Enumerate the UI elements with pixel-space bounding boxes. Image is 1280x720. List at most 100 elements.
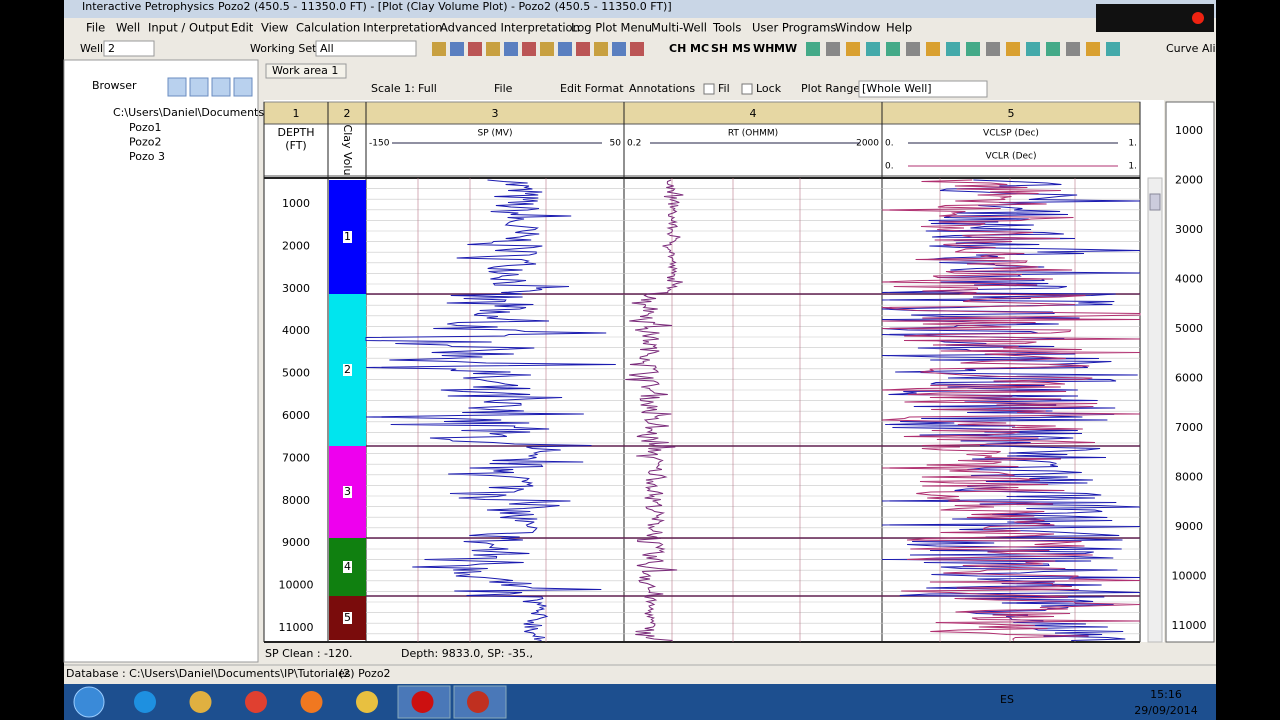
browser-button[interactable] bbox=[233, 77, 253, 97]
tool-button[interactable] bbox=[486, 42, 500, 56]
well-box[interactable] bbox=[103, 40, 155, 57]
menu-item[interactable]: Interpretation bbox=[363, 21, 442, 35]
menu-item[interactable]: File bbox=[86, 21, 105, 35]
plot-range-value[interactable]: [Whole Well] bbox=[862, 82, 932, 95]
tool-button[interactable] bbox=[1066, 42, 1080, 56]
tool-button[interactable] bbox=[504, 42, 518, 56]
tool-button[interactable] bbox=[966, 42, 980, 56]
cursor-readout: Depth: 9833.0, SP: -35., bbox=[401, 647, 533, 660]
lock-check[interactable]: Lock bbox=[756, 82, 782, 95]
menu-item[interactable]: Calculation bbox=[296, 21, 360, 35]
task-icon[interactable] bbox=[189, 691, 212, 713]
tool-button[interactable] bbox=[1086, 42, 1100, 56]
tool-button[interactable] bbox=[558, 42, 572, 56]
menu-item[interactable]: Well bbox=[116, 21, 140, 35]
depth-label: 2000 bbox=[282, 239, 310, 252]
menu-item[interactable]: User Programs bbox=[752, 21, 836, 35]
tool-button[interactable] bbox=[846, 42, 860, 56]
tool-button[interactable] bbox=[450, 42, 464, 56]
overview-depth: 9000 bbox=[1175, 520, 1203, 533]
well-item[interactable]: Pozo 3 bbox=[129, 150, 165, 163]
tool-button[interactable] bbox=[1046, 42, 1060, 56]
scale-value[interactable]: Full bbox=[418, 82, 437, 95]
rt-trace bbox=[625, 179, 684, 641]
depth-label: 8000 bbox=[282, 494, 310, 507]
file-menu[interactable]: File bbox=[494, 82, 513, 95]
tool-button[interactable] bbox=[926, 42, 940, 56]
menu-item[interactable]: Help bbox=[886, 21, 912, 35]
tool-code[interactable]: SH bbox=[711, 42, 728, 55]
tool-button[interactable] bbox=[826, 42, 840, 56]
curve-alias: Curve Alias bbox=[1166, 42, 1228, 55]
doc-title: Pozo2 (450.5 - 11350.0 FT) - [Plot (Clay… bbox=[218, 0, 672, 13]
zone-label-bg bbox=[343, 231, 352, 243]
tool-button[interactable] bbox=[612, 42, 626, 56]
scale-label[interactable]: Scale 1: bbox=[371, 82, 415, 95]
tab-label: Work area 1 bbox=[272, 64, 338, 77]
task-icon[interactable] bbox=[467, 691, 489, 713]
zone-label-bg bbox=[343, 486, 352, 498]
tool-code[interactable]: MC bbox=[690, 42, 709, 55]
tool-button[interactable] bbox=[540, 42, 554, 56]
menu-item[interactable]: Log Plot Menu bbox=[571, 21, 652, 35]
language: ES bbox=[1000, 693, 1014, 706]
menu-item[interactable]: Multi-Well bbox=[651, 21, 707, 35]
tool-button[interactable] bbox=[1006, 42, 1020, 56]
well-item[interactable]: Pozo1 bbox=[129, 121, 161, 134]
fill-check[interactable]: Fil bbox=[718, 82, 730, 95]
tool-button[interactable] bbox=[946, 42, 960, 56]
tool-button[interactable] bbox=[886, 42, 900, 56]
status-well: (2) Pozo2 bbox=[339, 667, 391, 680]
lock-box[interactable] bbox=[741, 83, 753, 95]
app-title: Interactive Petrophysics bbox=[82, 0, 214, 13]
working-set-box[interactable] bbox=[315, 40, 417, 57]
tool-button[interactable] bbox=[630, 42, 644, 56]
annotations[interactable]: Annotations bbox=[629, 82, 695, 95]
menu-item[interactable]: Tools bbox=[712, 21, 741, 35]
fill-box[interactable] bbox=[703, 83, 715, 95]
menu-item[interactable]: View bbox=[261, 21, 288, 35]
tool-code[interactable]: CH bbox=[669, 42, 686, 55]
task-icon[interactable] bbox=[356, 691, 378, 713]
tool-code[interactable]: WH bbox=[753, 42, 774, 55]
curve-name: VCLR (Dec) bbox=[985, 152, 1036, 162]
browser-button[interactable] bbox=[189, 77, 209, 97]
edit-format[interactable]: Edit Format bbox=[560, 82, 624, 95]
menu-item[interactable]: Edit bbox=[231, 21, 254, 35]
browser-button[interactable] bbox=[167, 77, 187, 97]
track-number: 2 bbox=[344, 107, 351, 120]
tool-code[interactable]: MS bbox=[732, 42, 751, 55]
tool-button[interactable] bbox=[986, 42, 1000, 56]
task-icon[interactable] bbox=[300, 691, 323, 713]
menu-item[interactable]: Input / Output bbox=[148, 21, 229, 35]
scroll-thumb[interactable] bbox=[1149, 193, 1161, 211]
menu-item[interactable]: Advanced Interpretation bbox=[440, 21, 580, 35]
track-number: 5 bbox=[1008, 107, 1015, 120]
plot-range-label[interactable]: Plot Range bbox=[801, 82, 860, 95]
tool-button[interactable] bbox=[1106, 42, 1120, 56]
zone-label-bg bbox=[343, 561, 352, 573]
tool-button[interactable] bbox=[432, 42, 446, 56]
zone-label-bg bbox=[343, 364, 352, 376]
tool-button[interactable] bbox=[576, 42, 590, 56]
start-button[interactable] bbox=[73, 686, 105, 718]
task-icon[interactable] bbox=[245, 691, 267, 713]
tool-button[interactable] bbox=[468, 42, 482, 56]
task-icon[interactable] bbox=[411, 691, 434, 713]
tool-button[interactable] bbox=[866, 42, 880, 56]
tool-button[interactable] bbox=[906, 42, 920, 56]
tool-button[interactable] bbox=[594, 42, 608, 56]
tab[interactable] bbox=[265, 63, 347, 79]
tool-button[interactable] bbox=[1026, 42, 1040, 56]
plot-range-box[interactable] bbox=[858, 80, 988, 98]
tool-code[interactable]: MW bbox=[774, 42, 797, 55]
task-icon[interactable] bbox=[134, 691, 156, 713]
scrollbar[interactable] bbox=[1147, 177, 1163, 643]
menu-item[interactable]: Window bbox=[835, 21, 880, 35]
tool-button[interactable] bbox=[806, 42, 820, 56]
browser-button[interactable] bbox=[211, 77, 231, 97]
record-icon bbox=[1192, 12, 1204, 24]
well-item[interactable]: Pozo2 bbox=[129, 136, 161, 149]
tool-button[interactable] bbox=[522, 42, 536, 56]
